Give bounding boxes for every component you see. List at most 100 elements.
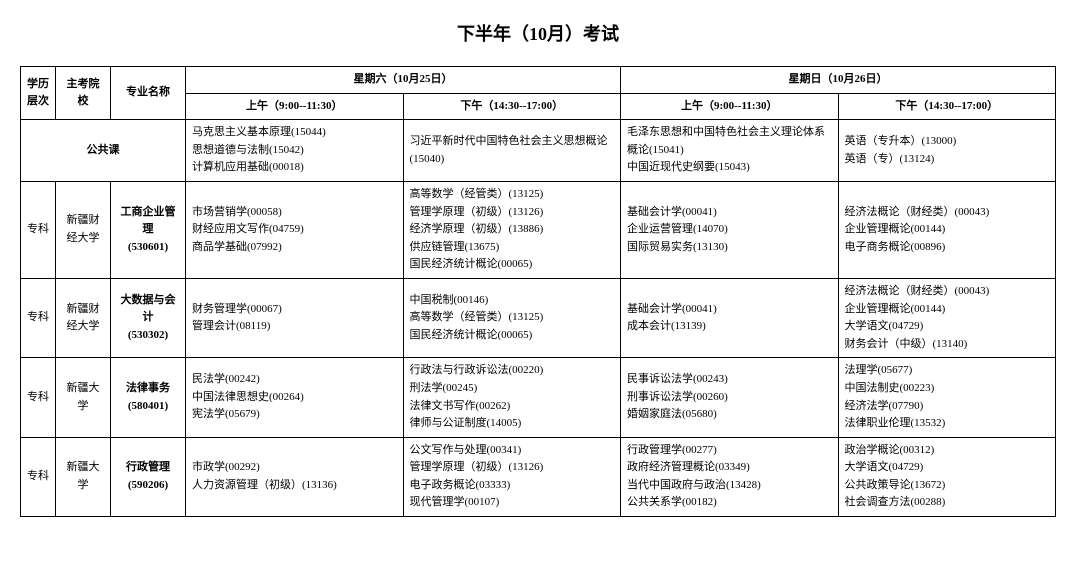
cell-school: 新疆大学 bbox=[56, 437, 111, 516]
cell-sun_pm: 英语（专升本）(13000)英语（专）(13124) bbox=[838, 120, 1056, 182]
cell-sat_am: 市政学(00292)人力资源管理（初级）(13136) bbox=[186, 437, 404, 516]
course-item: 民法学(00242) bbox=[192, 371, 397, 389]
course-item: 中国法律思想史(00264) bbox=[192, 389, 397, 407]
course-item: 电子商务概论(00896) bbox=[845, 239, 1050, 257]
course-item: 成本会计(13139) bbox=[627, 318, 832, 336]
cell-sat_pm: 习近平新时代中国特色社会主义思想概论(15040) bbox=[403, 120, 621, 182]
course-item: 政府经济管理概论(03349) bbox=[627, 459, 832, 477]
cell-sun_am: 基础会计学(00041)成本会计(13139) bbox=[621, 278, 839, 357]
cell-sat_am: 财务管理学(00067)管理会计(08119) bbox=[186, 278, 404, 357]
public-course-label: 公共课 bbox=[21, 120, 186, 182]
header-sun-am: 上午（9:00--11:30） bbox=[621, 93, 839, 120]
course-item: 社会调查方法(00288) bbox=[845, 494, 1050, 512]
cell-sun_pm: 经济法概论（财经类）(00043)企业管理概论(00144)电子商务概论(008… bbox=[838, 181, 1056, 278]
course-item: 经济学原理（初级）(13886) bbox=[410, 221, 615, 239]
course-item: 人力资源管理（初级）(13136) bbox=[192, 477, 397, 495]
course-item: 中国近现代史纲要(15043) bbox=[627, 159, 832, 177]
cell-sun_pm: 经济法概论（财经类）(00043)企业管理概论(00144)大学语文(04729… bbox=[838, 278, 1056, 357]
course-item: 管理学原理（初级）(13126) bbox=[410, 459, 615, 477]
course-item: 国际贸易实务(13130) bbox=[627, 239, 832, 257]
course-item: 基础会计学(00041) bbox=[627, 204, 832, 222]
cell-sun_am: 基础会计学(00041)企业运营管理(14070)国际贸易实务(13130) bbox=[621, 181, 839, 278]
cell-school: 新疆财经大学 bbox=[56, 181, 111, 278]
cell-major: 工商企业管理(530601) bbox=[111, 181, 186, 278]
cell-major: 法律事务(580401) bbox=[111, 358, 186, 437]
cell-major: 行政管理(590206) bbox=[111, 437, 186, 516]
course-item: 民事诉讼法学(00243) bbox=[627, 371, 832, 389]
page-title: 下半年（10月）考试 bbox=[20, 20, 1056, 46]
course-item: 行政管理学(00277) bbox=[627, 442, 832, 460]
cell-sun_am: 行政管理学(00277)政府经济管理概论(03349)当代中国政府与政治(134… bbox=[621, 437, 839, 516]
cell-sat_pm: 高等数学（经管类）(13125)管理学原理（初级）(13126)经济学原理（初级… bbox=[403, 181, 621, 278]
exam-schedule-table: 学历层次 主考院校 专业名称 星期六（10月25日） 星期日（10月26日） 上… bbox=[20, 66, 1056, 517]
course-item: 基础会计学(00041) bbox=[627, 301, 832, 319]
course-item: 财务会计（中级）(13140) bbox=[845, 336, 1050, 354]
course-item: 财务管理学(00067) bbox=[192, 301, 397, 319]
header-school: 主考院校 bbox=[56, 67, 111, 120]
course-item: 中国税制(00146) bbox=[410, 292, 615, 310]
course-item: 高等数学（经管类）(13125) bbox=[410, 186, 615, 204]
course-item: 习近平新时代中国特色社会主义思想概论(15040) bbox=[410, 133, 615, 168]
course-item: 大学语文(04729) bbox=[845, 459, 1050, 477]
cell-sat_am: 马克思主义基本原理(15044)思想道德与法制(15042)计算机应用基础(00… bbox=[186, 120, 404, 182]
cell-sun_am: 毛泽东思想和中国特色社会主义理论体系概论(15041)中国近现代史纲要(1504… bbox=[621, 120, 839, 182]
course-item: 宪法学(05679) bbox=[192, 406, 397, 424]
course-item: 高等数学（经管类）(13125) bbox=[410, 309, 615, 327]
course-item: 大学语文(04729) bbox=[845, 318, 1050, 336]
course-item: 国民经济统计概论(00065) bbox=[410, 327, 615, 345]
table-row: 专科新疆大学行政管理(590206)市政学(00292)人力资源管理（初级）(1… bbox=[21, 437, 1056, 516]
course-item: 律师与公证制度(14005) bbox=[410, 415, 615, 433]
course-item: 计算机应用基础(00018) bbox=[192, 159, 397, 177]
course-item: 公共政策导论(13672) bbox=[845, 477, 1050, 495]
course-item: 经济法概论（财经类）(00043) bbox=[845, 204, 1050, 222]
course-item: 市场营销学(00058) bbox=[192, 204, 397, 222]
course-item: 经济法概论（财经类）(00043) bbox=[845, 283, 1050, 301]
course-item: 公文写作与处理(00341) bbox=[410, 442, 615, 460]
course-item: 行政法与行政诉讼法(00220) bbox=[410, 362, 615, 380]
cell-sun_pm: 政治学概论(00312)大学语文(04729)公共政策导论(13672)社会调查… bbox=[838, 437, 1056, 516]
course-item: 现代管理学(00107) bbox=[410, 494, 615, 512]
header-sun-pm: 下午（14:30--17:00） bbox=[838, 93, 1056, 120]
course-item: 法理学(05677) bbox=[845, 362, 1050, 380]
course-item: 毛泽东思想和中国特色社会主义理论体系概论(15041) bbox=[627, 124, 832, 159]
cell-sat_pm: 行政法与行政诉讼法(00220)刑法学(00245)法律文书写作(00262)律… bbox=[403, 358, 621, 437]
course-item: 法律文书写作(00262) bbox=[410, 398, 615, 416]
course-item: 政治学概论(00312) bbox=[845, 442, 1050, 460]
course-item: 刑法学(00245) bbox=[410, 380, 615, 398]
header-level: 学历层次 bbox=[21, 67, 56, 120]
course-item: 公共关系学(00182) bbox=[627, 494, 832, 512]
course-item: 中国法制史(00223) bbox=[845, 380, 1050, 398]
cell-level: 专科 bbox=[21, 278, 56, 357]
cell-sat_am: 民法学(00242)中国法律思想史(00264)宪法学(05679) bbox=[186, 358, 404, 437]
course-item: 市政学(00292) bbox=[192, 459, 397, 477]
cell-sat_pm: 中国税制(00146)高等数学（经管类）(13125)国民经济统计概论(0006… bbox=[403, 278, 621, 357]
course-item: 国民经济统计概论(00065) bbox=[410, 256, 615, 274]
course-item: 经济法学(07790) bbox=[845, 398, 1050, 416]
cell-sun_am: 民事诉讼法学(00243)刑事诉讼法学(00260)婚姻家庭法(05680) bbox=[621, 358, 839, 437]
cell-school: 新疆大学 bbox=[56, 358, 111, 437]
cell-major: 大数据与会计(530302) bbox=[111, 278, 186, 357]
course-item: 思想道德与法制(15042) bbox=[192, 142, 397, 160]
cell-level: 专科 bbox=[21, 437, 56, 516]
table-row: 公共课马克思主义基本原理(15044)思想道德与法制(15042)计算机应用基础… bbox=[21, 120, 1056, 182]
header-major: 专业名称 bbox=[111, 67, 186, 120]
cell-sat_am: 市场营销学(00058)财经应用文写作(04759)商品学基础(07992) bbox=[186, 181, 404, 278]
course-item: 当代中国政府与政治(13428) bbox=[627, 477, 832, 495]
course-item: 英语（专升本）(13000) bbox=[845, 133, 1050, 151]
cell-sat_pm: 公文写作与处理(00341)管理学原理（初级）(13126)电子政务概论(033… bbox=[403, 437, 621, 516]
course-item: 英语（专）(13124) bbox=[845, 151, 1050, 169]
header-day1: 星期六（10月25日） bbox=[186, 67, 621, 94]
course-item: 马克思主义基本原理(15044) bbox=[192, 124, 397, 142]
course-item: 法律职业伦理(13532) bbox=[845, 415, 1050, 433]
header-day2: 星期日（10月26日） bbox=[621, 67, 1056, 94]
course-item: 财经应用文写作(04759) bbox=[192, 221, 397, 239]
cell-level: 专科 bbox=[21, 181, 56, 278]
course-item: 婚姻家庭法(05680) bbox=[627, 406, 832, 424]
course-item: 电子政务概论(03333) bbox=[410, 477, 615, 495]
course-item: 企业运营管理(14070) bbox=[627, 221, 832, 239]
course-item: 商品学基础(07992) bbox=[192, 239, 397, 257]
course-item: 刑事诉讼法学(00260) bbox=[627, 389, 832, 407]
cell-sun_pm: 法理学(05677)中国法制史(00223)经济法学(07790)法律职业伦理(… bbox=[838, 358, 1056, 437]
header-sat-pm: 下午（14:30--17:00） bbox=[403, 93, 621, 120]
course-item: 供应链管理(13675) bbox=[410, 239, 615, 257]
